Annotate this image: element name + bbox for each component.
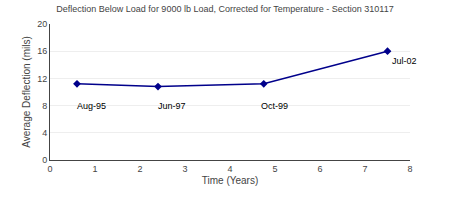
svg-text:Jun-97: Jun-97: [158, 101, 186, 111]
svg-text:16: 16: [37, 46, 47, 56]
svg-text:6: 6: [317, 164, 322, 174]
svg-text:Time (Years): Time (Years): [202, 175, 259, 186]
svg-text:4: 4: [227, 164, 232, 174]
svg-text:8: 8: [407, 164, 412, 174]
svg-text:7: 7: [362, 164, 367, 174]
svg-text:4: 4: [42, 128, 47, 138]
svg-text:Aug-95: Aug-95: [77, 101, 106, 111]
svg-text:2: 2: [137, 164, 142, 174]
svg-text:1: 1: [92, 164, 97, 174]
svg-text:3: 3: [182, 164, 187, 174]
svg-text:0: 0: [47, 164, 52, 174]
svg-text:5: 5: [272, 164, 277, 174]
svg-text:Deflection Below Load for 9000: Deflection Below Load for 9000 lb Load, …: [56, 4, 393, 14]
svg-text:Jul-02: Jul-02: [392, 56, 417, 66]
svg-text:12: 12: [37, 74, 47, 84]
svg-text:20: 20: [37, 19, 47, 29]
svg-text:Oct-99: Oct-99: [261, 101, 288, 111]
svg-text:8: 8: [42, 101, 47, 111]
svg-text:Average Deflection (mils): Average Deflection (mils): [21, 36, 32, 148]
svg-text:0: 0: [42, 155, 47, 165]
